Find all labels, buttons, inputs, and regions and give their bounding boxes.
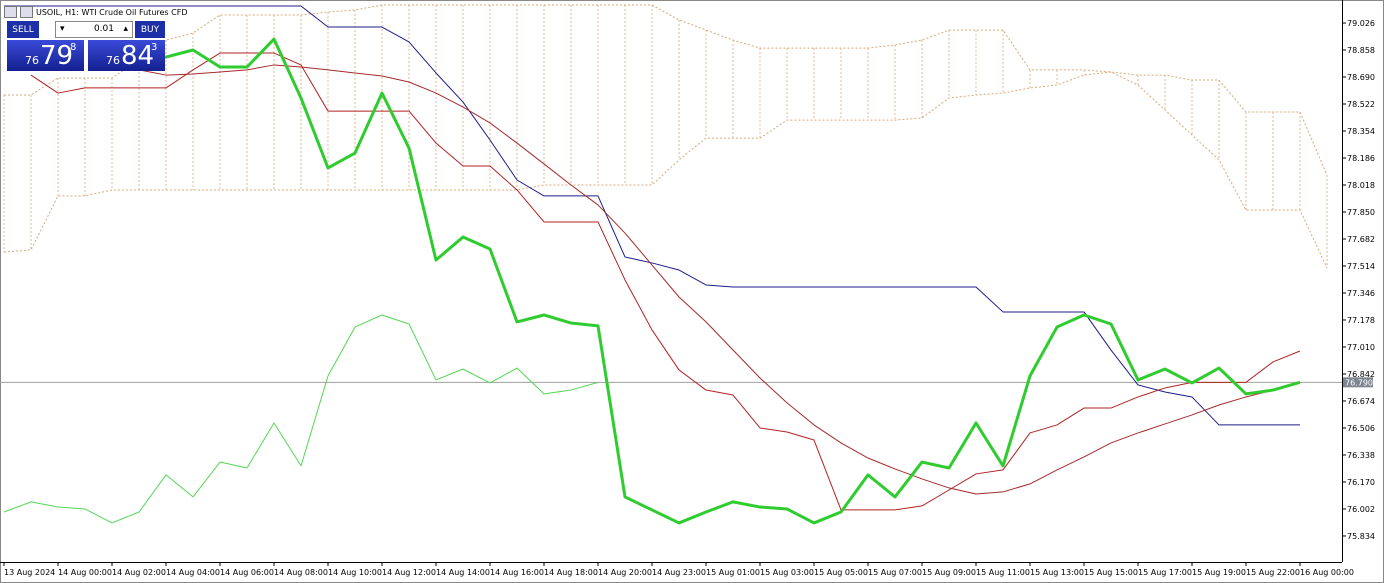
current-price-label: 76.790 (1345, 378, 1373, 387)
y-tick-label: 76.338 (1347, 451, 1375, 460)
x-tick-label: 15 Aug 22:00 (1246, 568, 1300, 577)
y-tick-label: 76.170 (1347, 478, 1375, 487)
series-line (138, 64, 1301, 495)
y-tick-label: 75.834 (1347, 532, 1375, 541)
x-tick-label: 15 Aug 11:00 (976, 568, 1030, 577)
up-arrow[interactable]: ▴ (123, 24, 128, 34)
x-tick-label: 14 Aug 06:00 (220, 568, 274, 577)
cloud-span (3, 71, 1328, 269)
y-tick-label: 76.506 (1347, 424, 1375, 433)
x-tick-label: 13 Aug 2024 (4, 568, 55, 577)
price-fraction: 8 (70, 42, 77, 53)
lot-value: 0.01 (93, 24, 114, 34)
trade-panel: SELL ▾ 0.01 ▴ BUY 76 79 8 76 84 3 (7, 21, 165, 71)
x-tick-label: 14 Aug 08:00 (274, 568, 328, 577)
y-tick-label: 79.026 (1347, 19, 1375, 28)
x-tick-label: 14 Aug 12:00 (382, 568, 436, 577)
y-tick-label: 77.010 (1347, 343, 1375, 352)
symbol-title: USOIL, H1: WTI Crude Oil Futures CFD (36, 7, 188, 17)
x-tick-label: 14 Aug 18:00 (544, 568, 598, 577)
x-tick-label: 15 Aug 05:00 (814, 568, 868, 577)
y-tick-label: 78.690 (1347, 73, 1375, 82)
sell-button[interactable]: SELL (7, 21, 39, 38)
x-tick-label: 16 Aug 00:00 (1300, 568, 1354, 577)
x-tick-label: 14 Aug 02:00 (112, 568, 166, 577)
y-tick-label: 76.002 (1347, 505, 1375, 514)
x-tick-label: 15 Aug 07:00 (868, 568, 922, 577)
x-tick-label: 14 Aug 16:00 (490, 568, 544, 577)
price-main: 79 (40, 41, 74, 71)
buy-button[interactable]: BUY (135, 21, 165, 38)
x-tick-label: 14 Aug 00:00 (58, 568, 112, 577)
y-tick-label: 78.354 (1347, 127, 1375, 136)
x-tick-label: 15 Aug 17:00 (1138, 568, 1192, 577)
series-line (3, 314, 599, 524)
y-tick-label: 77.514 (1347, 262, 1375, 271)
ask-price[interactable]: 76 84 3 (88, 40, 165, 71)
price-fraction: 3 (151, 42, 158, 53)
x-tick-label: 15 Aug 19:00 (1192, 568, 1246, 577)
x-tick-label: 15 Aug 15:00 (1084, 568, 1138, 577)
symbol-header: USOIL, H1: WTI Crude Oil Futures CFD (4, 4, 187, 20)
x-tick-label: 15 Aug 13:00 (1030, 568, 1084, 577)
y-tick-label: 78.018 (1347, 181, 1375, 190)
price-prefix: 76 (25, 54, 39, 67)
y-tick-label: 78.522 (1347, 100, 1375, 109)
x-tick-label: 15 Aug 01:00 (706, 568, 760, 577)
lot-input[interactable]: ▾ 0.01 ▴ (55, 21, 133, 38)
series-line (139, 37, 1301, 525)
x-tick-label: 14 Aug 04:00 (166, 568, 220, 577)
y-tick-label: 78.186 (1347, 154, 1375, 163)
bid-price[interactable]: 76 79 8 (7, 40, 84, 71)
x-tick-label: 14 Aug 10:00 (328, 568, 382, 577)
icon (4, 6, 17, 18)
x-tick-label: 15 Aug 03:00 (760, 568, 814, 577)
down-arrow[interactable]: ▾ (60, 24, 65, 34)
icon (20, 6, 33, 18)
x-tick-label: 14 Aug 23:00 (652, 568, 706, 577)
y-tick-label: 77.850 (1347, 208, 1375, 217)
y-tick-label: 77.346 (1347, 289, 1375, 298)
price-prefix: 76 (106, 54, 120, 67)
current-price-box (1343, 377, 1373, 388)
y-tick-label: 78.858 (1347, 46, 1375, 55)
y-tick-label: 77.682 (1347, 235, 1375, 244)
x-tick-label: 15 Aug 09:00 (922, 568, 976, 577)
series-line (4, 5, 1300, 426)
y-tick-label: 76.842 (1347, 370, 1375, 379)
x-tick-label: 14 Aug 20:00 (598, 568, 652, 577)
price-main: 84 (121, 41, 155, 71)
x-tick-label: 14 Aug 14:00 (436, 568, 490, 577)
y-tick-label: 77.178 (1347, 316, 1375, 325)
y-tick-label: 76.674 (1347, 397, 1375, 406)
series-line (30, 52, 1301, 511)
